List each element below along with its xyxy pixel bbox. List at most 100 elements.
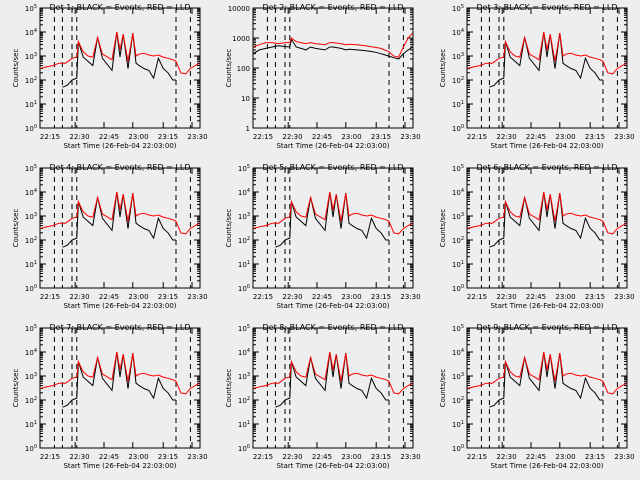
x-tick-label: 22:15 (40, 293, 60, 301)
y-tick-label: 105 (25, 324, 37, 333)
y-axis-label: Counts/sec (225, 209, 233, 248)
x-tick-label: 23:15 (371, 133, 391, 141)
x-tick-label: 23:00 (128, 133, 148, 141)
plot-frame (466, 7, 628, 129)
x-tick-label: 23:00 (341, 453, 361, 461)
x-tick-label: 23:30 (614, 133, 634, 141)
det-3-panel: 100 101 102 103 104 105 22:15 22:30 22:45 23:00 23… (439, 3, 635, 150)
x-tick-label: 22:45 (526, 133, 546, 141)
y-tick-label: 101 (238, 260, 250, 269)
y-tick-label: 103 (25, 52, 37, 61)
y-tick-label: 104 (238, 188, 250, 197)
x-tick-label: 23:00 (341, 293, 361, 301)
y-tick-label: 103 (25, 212, 37, 221)
y-tick-label: 101 (452, 420, 464, 429)
x-tick-label: 23:15 (158, 293, 178, 301)
y-tick-label: 102 (25, 76, 37, 85)
det-5-panel: 100 101 102 103 104 105 22:15 22:30 22:45 23:00 23… (225, 163, 421, 310)
plot-frame (252, 7, 414, 129)
x-tick-label: 23:15 (585, 293, 605, 301)
y-axis-label: Counts/sec (12, 49, 20, 88)
y-tick-label: 100 (25, 124, 37, 133)
y-tick-label: 105 (25, 4, 37, 13)
panel-title: Det 4: BLACK = Events, RED = LLD (50, 163, 191, 172)
plot-frame (252, 167, 414, 289)
y-tick-label: 105 (238, 324, 250, 333)
x-axis-label: Start Time (26-Feb-04 22:03:00) (276, 142, 389, 150)
lld-series-line (39, 191, 201, 235)
x-tick-label: 22:15 (467, 453, 487, 461)
y-tick-label: 100 (238, 444, 250, 453)
events-series-line (489, 191, 603, 248)
x-tick-label: 22:30 (496, 453, 516, 461)
x-tick-label: 23:15 (371, 293, 391, 301)
det-2-panel: 1 10 100 1000 10000 22:15 22:30 22:45 23:00 23:15… (225, 3, 421, 150)
panel-title: Det 1: BLACK = Events, RED = LLD (50, 3, 191, 12)
x-axis-label: Start Time (26-Feb-04 22:03:00) (276, 462, 389, 470)
x-tick-label: 22:15 (467, 293, 487, 301)
x-tick-label: 23:00 (555, 133, 575, 141)
y-tick-label: 104 (452, 28, 464, 37)
y-tick-label: 104 (452, 188, 464, 197)
events-series-line (489, 31, 603, 88)
x-tick-label: 23:30 (187, 453, 207, 461)
plot-frame (466, 327, 628, 449)
x-axis-label: Start Time (26-Feb-04 22:03:00) (490, 142, 603, 150)
x-tick-label: 23:15 (158, 453, 178, 461)
y-tick-label: 102 (238, 236, 250, 245)
lld-series-line (39, 31, 201, 75)
x-tick-label: 23:00 (128, 453, 148, 461)
y-tick-label: 105 (238, 164, 250, 173)
y-tick-label: 100 (237, 65, 250, 73)
y-tick-label: 104 (25, 348, 37, 357)
x-tick-label: 22:45 (99, 453, 119, 461)
panel-title: Det 5: BLACK = Events, RED = LLD (263, 163, 404, 172)
y-tick-label: 102 (25, 396, 37, 405)
lld-series-line (466, 31, 628, 75)
y-axis-label: Counts/sec (12, 209, 20, 248)
x-axis-label: Start Time (26-Feb-04 22:03:00) (490, 302, 603, 310)
x-tick-label: 22:45 (526, 453, 546, 461)
x-tick-label: 22:30 (282, 293, 302, 301)
panel-title: Det 8: BLACK = Events, RED = LLD (263, 323, 404, 332)
y-tick-label: 105 (25, 164, 37, 173)
y-tick-label: 102 (452, 76, 464, 85)
events-series-line (62, 31, 176, 88)
x-tick-label: 23:30 (400, 293, 420, 301)
y-tick-label: 103 (452, 372, 464, 381)
y-tick-label: 103 (452, 212, 464, 221)
x-tick-label: 23:00 (555, 453, 575, 461)
y-tick-label: 101 (25, 100, 37, 109)
y-tick-label: 103 (238, 372, 250, 381)
x-tick-label: 22:30 (69, 453, 89, 461)
y-tick-label: 101 (452, 100, 464, 109)
y-axis-label: Counts/sec (225, 49, 233, 88)
panel-title: Det 6: BLACK = Events, RED = LLD (477, 163, 618, 172)
y-tick-label: 101 (238, 420, 250, 429)
plot-frame (252, 327, 414, 449)
y-tick-label: 104 (452, 348, 464, 357)
y-tick-label: 105 (452, 164, 464, 173)
x-tick-label: 22:30 (69, 133, 89, 141)
events-series-line (62, 191, 176, 248)
x-tick-label: 23:15 (371, 453, 391, 461)
y-tick-label: 10 (241, 95, 250, 103)
x-axis-label: Start Time (26-Feb-04 22:03:00) (276, 302, 389, 310)
x-tick-label: 23:30 (400, 133, 420, 141)
x-axis-label: Start Time (26-Feb-04 22:03:00) (63, 462, 176, 470)
plot-frame (466, 167, 628, 289)
x-tick-label: 23:30 (187, 293, 207, 301)
y-axis-label: Counts/sec (12, 369, 20, 408)
lld-series-line (252, 191, 414, 235)
x-tick-label: 22:15 (40, 133, 60, 141)
det-9-panel: 100 101 102 103 104 105 22:15 22:30 22:45 23:00 23… (439, 323, 635, 470)
lld-series-line (252, 351, 414, 395)
y-tick-label: 100 (238, 284, 250, 293)
y-tick-label: 102 (452, 396, 464, 405)
x-tick-label: 22:30 (282, 453, 302, 461)
y-tick-label: 104 (25, 188, 37, 197)
x-tick-label: 23:30 (614, 293, 634, 301)
y-tick-label: 1000 (232, 35, 250, 43)
panel-title: Det 9: BLACK = Events, RED = LLD (477, 323, 618, 332)
x-tick-label: 23:15 (585, 453, 605, 461)
